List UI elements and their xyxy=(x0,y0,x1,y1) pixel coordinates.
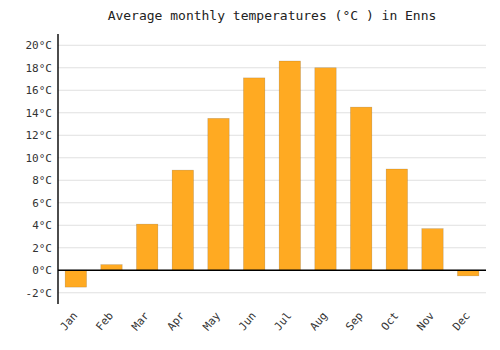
grid-line xyxy=(58,135,486,136)
y-tick-label: 20°C xyxy=(26,39,53,52)
x-tick-label: Apr xyxy=(165,309,188,333)
y-tick-label: 4°C xyxy=(32,219,52,232)
x-tick-label: Jun xyxy=(236,310,259,334)
grid-line xyxy=(58,45,486,46)
chart: Average monthly temperatures (°C ) in En… xyxy=(0,0,500,350)
bar xyxy=(208,118,229,270)
grid-line xyxy=(58,292,486,293)
bar xyxy=(315,68,336,271)
x-tick-label: Nov xyxy=(414,309,437,333)
y-tick-label: 8°C xyxy=(32,174,52,187)
bars xyxy=(65,61,479,287)
x-tick-label: Oct xyxy=(379,310,402,334)
bar xyxy=(422,229,443,271)
x-axis: Jan Feb Mar Apr May Jun Jul Aug Sep Oct Nov Dec xyxy=(58,309,473,333)
y-axis-line xyxy=(57,34,58,304)
y-axis: -2°C 0°C 2°C 4°C 6°C 8°C 10°C 12°C 14°C 16°C 18°C 2… xyxy=(26,39,53,300)
grid-line xyxy=(58,112,486,113)
x-tick-label: Jul xyxy=(272,310,295,334)
bar xyxy=(101,265,122,271)
y-tick-label: 6°C xyxy=(32,197,52,210)
bar xyxy=(350,107,371,270)
bar xyxy=(65,270,86,287)
grid-line xyxy=(58,90,486,91)
bar xyxy=(279,61,300,270)
grid-line xyxy=(58,225,486,226)
x-tick-label: May xyxy=(200,309,223,333)
x-tick-label: Aug xyxy=(307,310,330,334)
title: Average monthly temperatures (°C ) in En… xyxy=(108,8,437,23)
bar xyxy=(243,78,264,270)
bar xyxy=(457,270,478,276)
y-tick-label: 0°C xyxy=(32,264,52,277)
y-tick-label: 18°C xyxy=(26,62,53,75)
bar xyxy=(136,224,157,270)
x-tick-label: Sep xyxy=(343,310,366,334)
zero-line xyxy=(58,269,486,271)
bar xyxy=(172,170,193,270)
y-tick-label: 16°C xyxy=(26,84,53,97)
x-tick-label: Feb xyxy=(93,310,116,334)
grid-line xyxy=(58,180,486,181)
grid-line xyxy=(58,67,486,68)
y-tick-label: -2°C xyxy=(26,287,53,300)
grid-line xyxy=(58,157,486,158)
x-tick-label: Dec xyxy=(450,310,473,334)
y-tick-label: 12°C xyxy=(26,129,53,142)
bar xyxy=(386,169,407,270)
x-tick-label: Mar xyxy=(129,309,152,333)
y-tick-label: 14°C xyxy=(26,107,53,120)
grid-line xyxy=(58,202,486,203)
x-tick-label: Jan xyxy=(58,310,81,334)
y-tick-label: 2°C xyxy=(32,242,52,255)
grid-line xyxy=(58,270,486,271)
y-tick-label: 10°C xyxy=(26,152,53,165)
grid xyxy=(58,45,486,293)
